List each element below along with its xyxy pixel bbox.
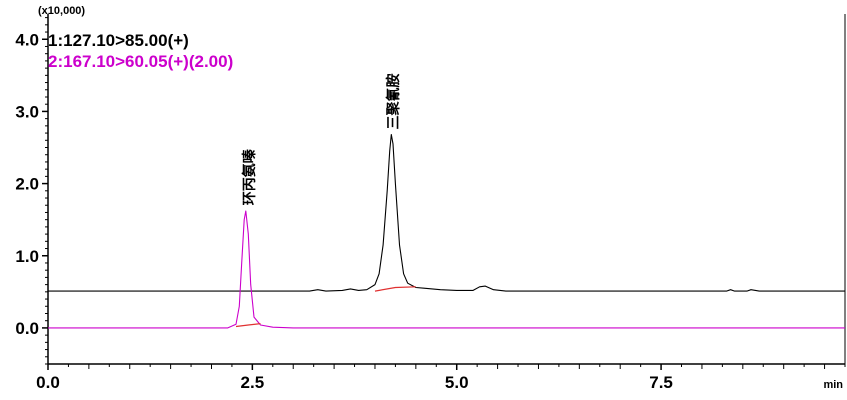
y-multiplier-label: (x10,000): [38, 5, 85, 17]
x-tick-label: 5.0: [445, 373, 469, 392]
y-tick-label: 0.0: [15, 319, 39, 338]
y-tick-label: 1.0: [15, 247, 39, 266]
legend-entry: 2:167.10>60.05(+)(2.00): [48, 52, 233, 71]
legend-entry: 1:127.10>85.00(+): [48, 31, 189, 50]
label-layer: 1:127.10>85.00(+) 2:167.10>60.05(+)(2.00)…: [48, 31, 402, 205]
x-axis-label: min: [823, 379, 843, 391]
x-tick-label: 7.5: [649, 373, 673, 392]
y-tick-label: 3.0: [15, 102, 39, 121]
y-tick-label: 2.0: [15, 175, 39, 194]
peak-label-2: 三聚氰胺: [385, 74, 402, 130]
y-tick-label: 4.0: [15, 30, 39, 49]
series-trace-1: [48, 133, 845, 292]
peak-label-1: 环丙氨嗪: [241, 148, 258, 205]
integration-baseline: [235, 323, 261, 328]
integration-baseline: [374, 286, 416, 292]
x-tick-label: 2.5: [241, 373, 265, 392]
x-tick-label: 0.0: [36, 373, 60, 392]
series-layer: [48, 133, 845, 329]
axes-layer: 0.0 1.0 2.0 3.0 4.0 0.0 2.5 5.0 7.5 min (x10,000): [15, 5, 846, 392]
series-trace-2: [48, 210, 845, 329]
